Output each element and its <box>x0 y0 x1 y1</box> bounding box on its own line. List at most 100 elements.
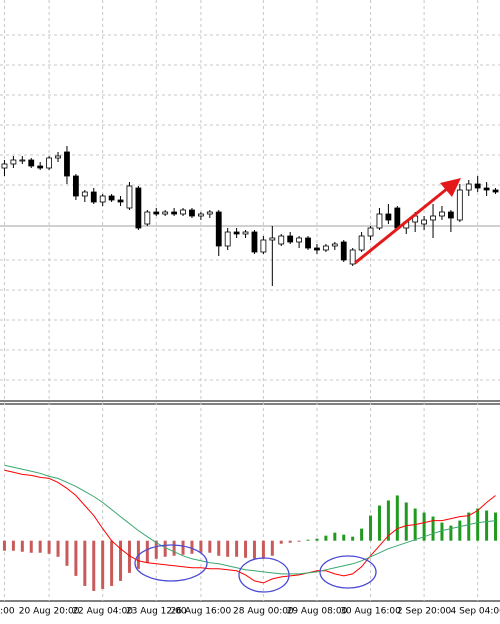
x-tick-label: 2 Sep 20:00 <box>397 607 452 617</box>
candle-body <box>37 165 44 169</box>
histogram-bar <box>485 510 489 541</box>
candle-body <box>135 187 142 229</box>
candle-body <box>465 183 472 191</box>
histogram-bar <box>395 495 399 541</box>
candle-body <box>224 231 231 247</box>
histogram-bar <box>127 540 131 573</box>
histogram-bar <box>74 540 78 576</box>
indicator-line <box>4 469 496 584</box>
histogram-bar <box>92 540 96 591</box>
histogram-bar <box>270 540 274 556</box>
candle-body <box>340 241 347 261</box>
candle-body <box>55 155 61 159</box>
candle-body <box>242 231 249 235</box>
histogram-bar <box>38 540 42 553</box>
candle-body <box>197 213 204 217</box>
candle-body <box>492 189 499 193</box>
histogram-bar <box>476 508 480 541</box>
candle-body <box>430 215 436 221</box>
candle-body <box>153 211 160 215</box>
candle-body <box>331 243 338 247</box>
candle-body <box>46 157 53 169</box>
histogram-bar <box>119 540 123 581</box>
candle-body <box>90 191 97 203</box>
histogram-bar <box>458 520 462 541</box>
histogram-bar <box>101 540 105 589</box>
candle-body <box>376 213 383 229</box>
histogram-bar <box>261 540 265 559</box>
candle-body <box>447 211 454 219</box>
candle-body <box>251 231 258 253</box>
candle-body <box>269 237 276 241</box>
candle-body <box>180 209 186 215</box>
histogram-bar <box>467 512 471 541</box>
histogram-bar <box>65 540 69 566</box>
histogram-bar <box>377 505 381 541</box>
candle-body <box>456 189 463 221</box>
candle-body <box>233 231 240 235</box>
histogram-bar <box>83 540 87 586</box>
candle-body <box>314 247 320 251</box>
candle-body <box>1 163 8 169</box>
candle-body <box>81 191 88 197</box>
candle-body <box>358 235 365 251</box>
histogram-bar <box>11 540 15 551</box>
histogram-bar <box>494 512 498 541</box>
candle-body <box>171 211 178 215</box>
candle-body <box>144 211 151 225</box>
histogram-bar <box>181 540 185 555</box>
candle-body <box>28 159 35 167</box>
histogram-bar <box>110 540 114 586</box>
trend-arrow <box>354 186 449 265</box>
histogram-bar <box>431 516 435 541</box>
candle-body <box>10 159 17 165</box>
histogram-bar <box>226 540 230 557</box>
x-tick-label: 30 Aug 16:00 <box>340 607 401 617</box>
candle-body <box>215 211 222 247</box>
histogram-bar <box>163 540 167 557</box>
histogram-bar <box>2 540 6 551</box>
candle-body <box>260 239 267 253</box>
candle-body <box>474 183 481 189</box>
annotations <box>134 178 461 593</box>
histogram-bar <box>20 540 24 552</box>
histogram-bar <box>297 540 301 542</box>
candle-body <box>99 195 106 203</box>
candle-body <box>72 175 79 197</box>
histogram-bar <box>386 500 390 541</box>
histogram-bar <box>440 522 444 541</box>
histogram-bar <box>235 540 239 557</box>
histogram-bar <box>217 540 221 556</box>
x-tick-label: 4 Sep 04:00 <box>450 607 500 617</box>
histogram-bar <box>199 540 203 553</box>
histogram-bar <box>244 540 248 558</box>
histogram-bar <box>172 540 176 556</box>
highlight-ellipse <box>319 555 377 589</box>
arrow-head <box>440 178 461 197</box>
histogram-bar <box>422 512 426 541</box>
candle-body <box>126 185 133 209</box>
histogram-bar <box>315 538 319 541</box>
x-tick-label: 2:00 <box>0 607 15 617</box>
price-grid <box>0 34 500 381</box>
histogram-bar <box>288 540 292 543</box>
candle-body <box>296 237 303 243</box>
histogram-bar <box>369 515 373 541</box>
histogram-bar <box>306 539 310 541</box>
x-tick-label: 23 Aug 12:00 <box>126 607 187 617</box>
candle-body <box>108 195 115 201</box>
candle-body <box>206 211 213 215</box>
histogram-bar <box>252 540 256 559</box>
histogram-bar <box>145 540 149 563</box>
candle-body <box>162 211 169 215</box>
histogram-bar <box>56 540 60 557</box>
histogram-bar <box>351 536 355 541</box>
indicator-line <box>4 464 496 575</box>
x-tick-label: 29 Aug 08:00 <box>287 607 348 617</box>
histogram-bar <box>190 540 194 554</box>
histogram-bar <box>342 534 346 541</box>
candle-body <box>367 227 374 237</box>
histogram-bar <box>324 535 328 541</box>
highlight-ellipse <box>134 544 208 582</box>
